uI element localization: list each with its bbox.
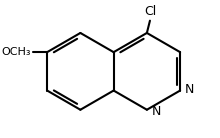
- Text: N: N: [152, 105, 161, 118]
- Text: N: N: [185, 83, 194, 95]
- Text: OCH₃: OCH₃: [2, 47, 31, 57]
- Text: Cl: Cl: [145, 5, 157, 18]
